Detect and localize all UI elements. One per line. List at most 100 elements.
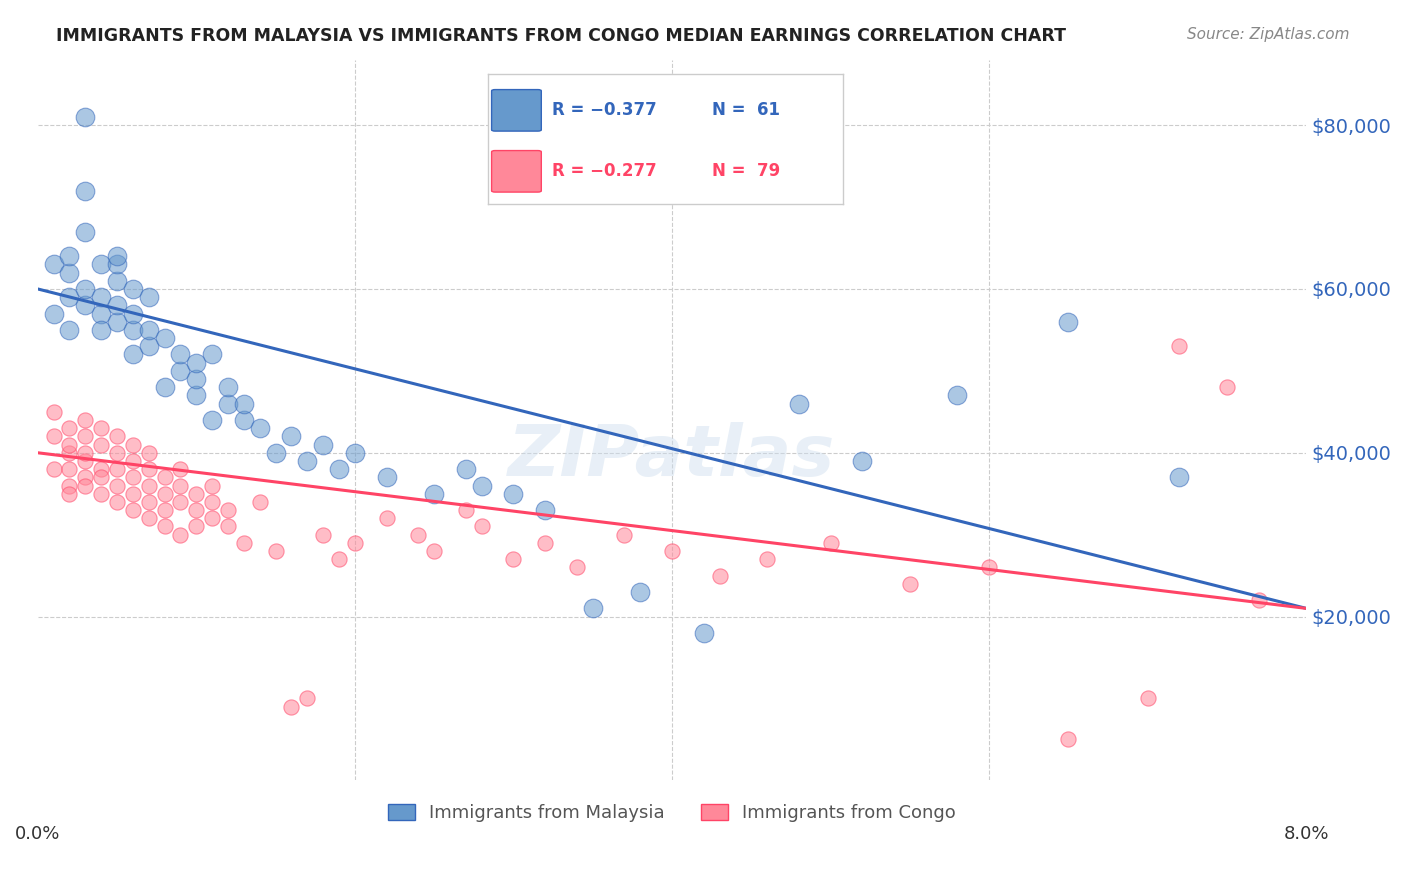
Point [75, 429, 97, 443]
Point [423, 486, 446, 500]
Point [977, 560, 1000, 574]
Point [138, 446, 160, 460]
Point [121, 470, 143, 484]
Point [138, 462, 160, 476]
Point [851, 454, 873, 468]
Point [105, 249, 128, 263]
Point [138, 478, 160, 492]
Point [201, 478, 224, 492]
Point [264, 544, 287, 558]
Point [58, 462, 80, 476]
Point [105, 446, 128, 460]
Point [186, 486, 208, 500]
Point [121, 323, 143, 337]
Point [454, 503, 477, 517]
Point [42, 405, 65, 419]
Point [1057, 732, 1080, 747]
Point [169, 364, 191, 378]
Point [153, 486, 176, 500]
Point [201, 347, 224, 361]
Point [75, 298, 97, 312]
Point [946, 388, 969, 402]
Point [565, 560, 588, 574]
Point [232, 396, 254, 410]
Point [249, 421, 271, 435]
Point [75, 470, 97, 484]
Point [75, 478, 97, 492]
Point [582, 601, 605, 615]
Point [898, 576, 921, 591]
Point [75, 110, 97, 124]
Point [105, 274, 128, 288]
Point [75, 454, 97, 468]
Point [232, 536, 254, 550]
Point [42, 462, 65, 476]
Point [454, 462, 477, 476]
Point [105, 478, 128, 492]
Point [534, 536, 557, 550]
Point [153, 503, 176, 517]
Point [297, 454, 319, 468]
Point [105, 315, 128, 329]
Point [312, 437, 335, 451]
Point [217, 380, 239, 394]
Point [58, 478, 80, 492]
Point [58, 290, 80, 304]
Point [138, 495, 160, 509]
Legend: Immigrants from Malaysia, Immigrants from Congo: Immigrants from Malaysia, Immigrants fro… [381, 797, 963, 829]
Point [42, 429, 65, 443]
Point [105, 257, 128, 271]
Point [1136, 691, 1159, 706]
Point [169, 478, 191, 492]
Point [312, 527, 335, 541]
Point [75, 225, 97, 239]
Point [297, 691, 319, 706]
Point [249, 495, 271, 509]
Point [217, 396, 239, 410]
Point [280, 429, 302, 443]
Point [756, 552, 779, 566]
Point [201, 495, 224, 509]
Point [169, 347, 191, 361]
Point [121, 306, 143, 320]
Point [90, 486, 112, 500]
Text: Source: ZipAtlas.com: Source: ZipAtlas.com [1187, 27, 1350, 42]
Point [90, 462, 112, 476]
Point [90, 470, 112, 484]
Point [75, 413, 97, 427]
Point [153, 519, 176, 533]
Text: IMMIGRANTS FROM MALAYSIA VS IMMIGRANTS FROM CONGO MEDIAN EARNINGS CORRELATION CH: IMMIGRANTS FROM MALAYSIA VS IMMIGRANTS F… [56, 27, 1066, 45]
Point [423, 544, 446, 558]
Point [186, 519, 208, 533]
Point [186, 388, 208, 402]
Point [280, 699, 302, 714]
Point [75, 184, 97, 198]
Point [169, 495, 191, 509]
Point [90, 437, 112, 451]
Point [787, 396, 810, 410]
Point [375, 511, 398, 525]
Point [75, 282, 97, 296]
Point [121, 486, 143, 500]
Point [820, 536, 842, 550]
Point [75, 446, 97, 460]
Point [121, 454, 143, 468]
Point [534, 503, 557, 517]
Point [613, 527, 636, 541]
Point [121, 437, 143, 451]
Point [1168, 339, 1191, 353]
Point [201, 511, 224, 525]
Point [1057, 315, 1080, 329]
Point [58, 446, 80, 460]
Point [138, 290, 160, 304]
Point [328, 552, 350, 566]
Text: 8.0%: 8.0% [1284, 825, 1329, 844]
Point [58, 249, 80, 263]
Point [1168, 470, 1191, 484]
Point [709, 568, 731, 582]
Point [186, 503, 208, 517]
Point [406, 527, 429, 541]
Text: ZIPatlas: ZIPatlas [509, 422, 835, 491]
Point [502, 552, 524, 566]
Point [42, 306, 65, 320]
